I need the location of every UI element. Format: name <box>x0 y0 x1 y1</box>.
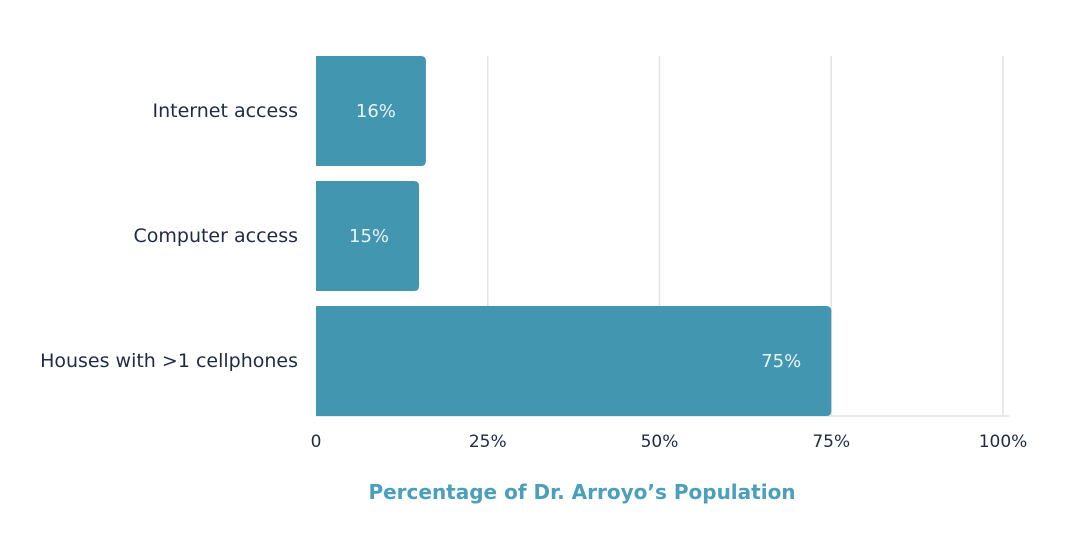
category-label: Houses with >1 cellphones <box>40 350 298 372</box>
bar-value-label: 15% <box>349 226 389 247</box>
category-label: Computer access <box>133 225 298 247</box>
bar-value-label: 16% <box>356 101 396 122</box>
category-label: Internet access <box>152 100 298 122</box>
x-axis-title: Percentage of Dr. Arroyo’s Population <box>368 480 795 504</box>
x-tick-label: 50% <box>641 432 679 452</box>
x-tick-label: 25% <box>469 432 507 452</box>
bars: 16% 15% 75% <box>316 56 832 416</box>
x-tick-labels: 0 25% 50% 75% 100% <box>311 432 1028 452</box>
bar <box>316 181 420 291</box>
category-labels: Internet access Computer access Houses wit… <box>40 100 298 372</box>
x-tick-label: 100% <box>979 432 1028 452</box>
bar-value-label: 75% <box>761 351 801 372</box>
x-tick-label: 0 <box>311 432 322 452</box>
bar <box>316 306 832 416</box>
bar <box>316 56 426 166</box>
x-tick-label: 75% <box>812 432 850 452</box>
